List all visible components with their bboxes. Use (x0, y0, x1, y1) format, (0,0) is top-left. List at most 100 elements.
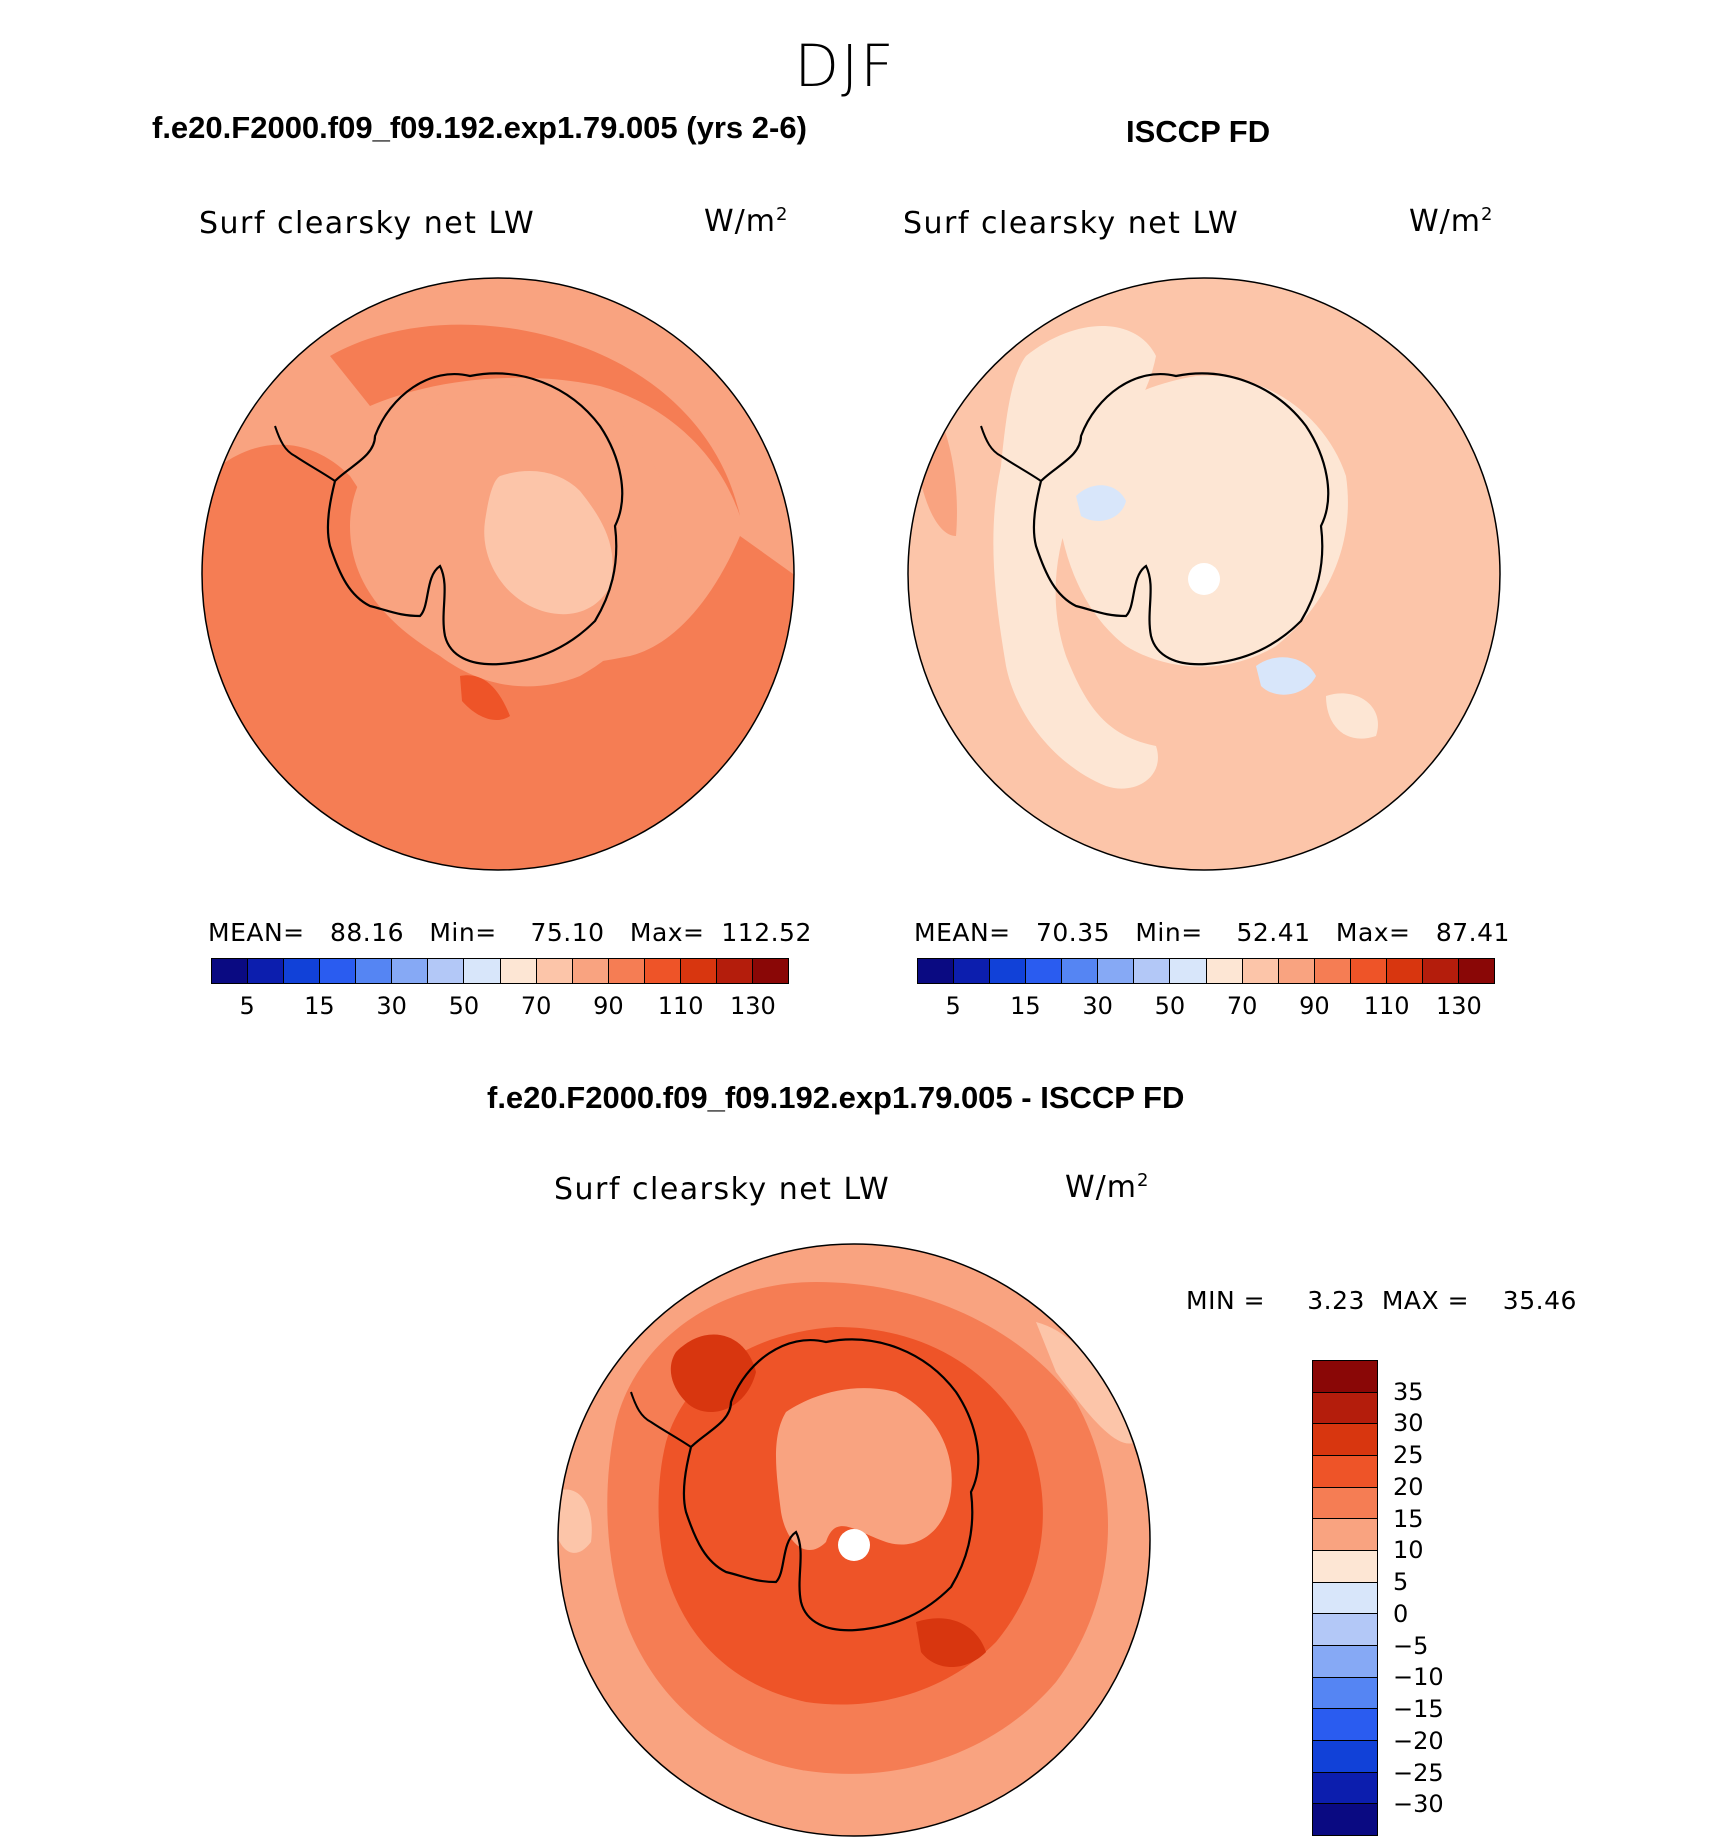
diff-field-peak-2 (916, 1618, 986, 1667)
colorbar-tick-label: −5 (1393, 1631, 1429, 1660)
colorbar-swatch (572, 959, 609, 983)
colorbar-tick-label: 5 (239, 992, 255, 1020)
colorbar-swatch (1313, 1582, 1377, 1615)
model-field-north-ring (330, 324, 740, 516)
obs-units: W/m2 (1409, 204, 1494, 239)
colorbar-swatch (1278, 959, 1315, 983)
obs-polar-map (907, 277, 1501, 871)
model-peninsula-coastline (274, 425, 336, 482)
diff-polar-map (557, 1243, 1151, 1837)
figure-supertitle: DJF (794, 32, 896, 100)
colorbar-swatch (1313, 1424, 1377, 1457)
model-map-border (201, 277, 795, 871)
diff-var-title: Surf clearsky net LW (554, 1172, 891, 1207)
colorbar-swatch (356, 959, 393, 983)
diff-stats: MIN = 3.23 MAX = 35.46 (1186, 1286, 1577, 1315)
colorbar-tick-label: −30 (1393, 1790, 1444, 1819)
colorbar-swatch (1313, 1677, 1377, 1710)
model-case-title: f.e20.F2000.f09_f09.192.exp1.79.005 (yrs… (152, 110, 807, 145)
colorbar-tick-label: −20 (1393, 1726, 1444, 1755)
diff-antarctica-coastline (682, 1338, 980, 1632)
diff-case-title: f.e20.F2000.f09_f09.192.exp1.79.005 - IS… (487, 1080, 1185, 1115)
colorbar-tick-label: 10 (1393, 1536, 1424, 1565)
colorbar-swatch (1098, 959, 1135, 983)
colorbar-swatch (1134, 959, 1171, 983)
colorbar-swatch (1314, 959, 1351, 983)
model-antarctica-coastline (326, 372, 624, 666)
colorbar-tick-label: 50 (1154, 992, 1186, 1020)
colorbar-swatch (1242, 959, 1279, 983)
obs-peninsula-coastline (980, 425, 1042, 482)
colorbar-swatch (392, 959, 429, 983)
colorbar-tick-label: −15 (1393, 1695, 1444, 1724)
obs-field-light-band (993, 326, 1158, 789)
model-polar-map (201, 277, 795, 871)
colorbar-swatch (1313, 1772, 1377, 1805)
colorbar-tick-label: 70 (520, 992, 552, 1020)
colorbar-swatch (1206, 959, 1243, 983)
obs-pole-hole (1188, 563, 1220, 595)
diff-colorbar-labels: 35 30 25 20 15 10 5 0 −5 −10 −15 −20 −25 −30 (1393, 1360, 1473, 1836)
colorbar-tick-label: 130 (729, 992, 776, 1020)
colorbar-tick-label: 15 (1010, 992, 1041, 1020)
colorbar-swatch (990, 959, 1027, 983)
diff-pole-hole (838, 1529, 870, 1561)
colorbar-swatch (644, 959, 681, 983)
diff-colorbar (1312, 1360, 1378, 1836)
colorbar-tick-label: 15 (1393, 1504, 1424, 1533)
model-stats: MEAN= 88.16 Min= 75.10 Max= 112.52 (208, 918, 812, 947)
colorbar-swatch (464, 959, 501, 983)
colorbar-tick-label: 15 (304, 992, 335, 1020)
obs-colorbar (917, 958, 1495, 984)
colorbar-tick-label: 30 (1082, 992, 1113, 1020)
colorbar-swatch (1170, 959, 1207, 983)
model-units: W/m2 (704, 204, 789, 239)
colorbar-tick-label: 30 (1393, 1409, 1424, 1438)
colorbar-tick-label: 70 (1226, 992, 1258, 1020)
obs-antarctica-coastline (1032, 372, 1330, 666)
model-var-title: Surf clearsky net LW (199, 206, 536, 241)
obs-field-neg-1 (1076, 485, 1126, 521)
colorbar-swatch (500, 959, 537, 983)
colorbar-tick-label: 130 (1435, 992, 1482, 1020)
colorbar-swatch (284, 959, 321, 983)
colorbar-swatch (1313, 1361, 1377, 1393)
colorbar-swatch (1313, 1456, 1377, 1488)
colorbar-swatch (918, 959, 955, 983)
colorbar-swatch (608, 959, 645, 983)
model-colorbar-labels: 5 15 30 50 70 90 110 130 (211, 992, 789, 1022)
colorbar-swatch (1026, 959, 1063, 983)
colorbar-swatch (1313, 1487, 1377, 1520)
colorbar-swatch (1386, 959, 1423, 983)
colorbar-tick-label: 50 (448, 992, 480, 1020)
colorbar-tick-label: 20 (1393, 1472, 1424, 1501)
colorbar-swatch (1062, 959, 1099, 983)
colorbar-swatch (954, 959, 991, 983)
colorbar-swatch (1350, 959, 1387, 983)
colorbar-swatch (716, 959, 753, 983)
colorbar-tick-label: 5 (1393, 1568, 1409, 1597)
colorbar-tick-label: 5 (945, 992, 961, 1020)
colorbar-swatch (212, 959, 249, 983)
obs-field-neg-2 (1256, 657, 1316, 695)
colorbar-swatch (1422, 959, 1459, 983)
colorbar-swatch (1313, 1804, 1377, 1836)
colorbar-tick-label: 35 (1393, 1377, 1424, 1406)
colorbar-swatch (428, 959, 465, 983)
obs-case-title: ISCCP FD (1126, 114, 1271, 149)
model-colorbar (211, 958, 789, 984)
colorbar-swatch (1313, 1392, 1377, 1425)
colorbar-swatch (1313, 1646, 1377, 1678)
colorbar-tick-label: 30 (376, 992, 407, 1020)
diff-units: W/m2 (1065, 1170, 1150, 1205)
colorbar-swatch (680, 959, 717, 983)
colorbar-swatch (320, 959, 357, 983)
model-field-plateau (484, 471, 613, 615)
colorbar-swatch (248, 959, 285, 983)
colorbar-swatch (1313, 1551, 1377, 1583)
model-field-ross-max (460, 675, 510, 721)
diff-map-border (557, 1243, 1151, 1837)
diff-field-plateau (776, 1388, 952, 1551)
colorbar-swatch (1313, 1741, 1377, 1773)
colorbar-tick-label: −10 (1393, 1663, 1444, 1692)
